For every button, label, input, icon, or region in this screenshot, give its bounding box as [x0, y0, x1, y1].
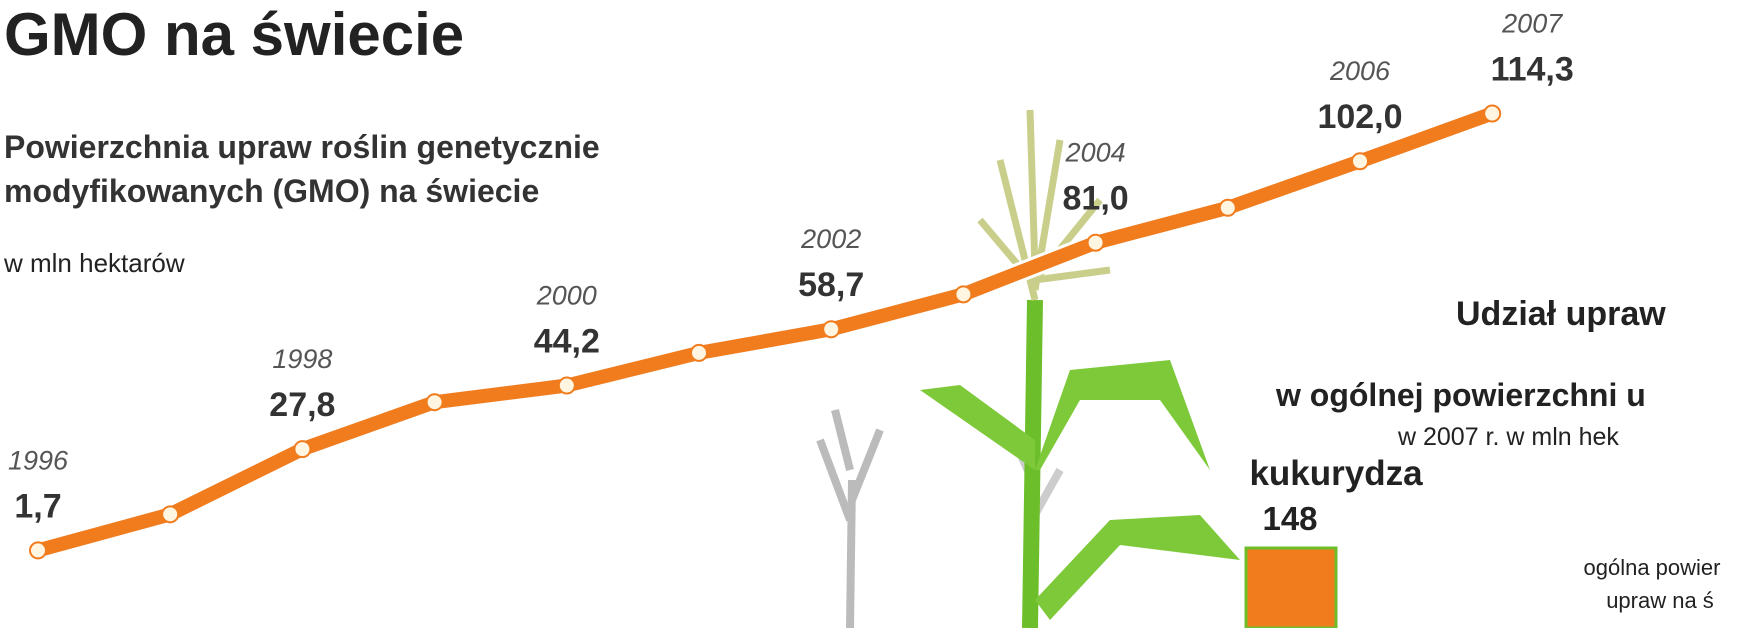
- data-point: [1483, 104, 1502, 123]
- x-label: 2000: [536, 281, 597, 311]
- inset-note: upraw na ś: [1606, 588, 1714, 613]
- unit: w mln hektarów: [3, 248, 185, 278]
- chart-title: GMO na świecie: [4, 1, 464, 68]
- data-point: [293, 440, 312, 459]
- data-point: [1351, 152, 1369, 171]
- subtitle-box: Powierzchnia upraw roślin genetycznie mo…: [4, 129, 600, 209]
- data-point: [29, 541, 47, 560]
- data-point: [161, 505, 180, 524]
- inset-note: ogólna powier: [1584, 555, 1721, 580]
- total-bar: [1244, 546, 1338, 628]
- x-label: 2004: [1065, 138, 1126, 168]
- value-label: 44,2: [534, 323, 600, 361]
- value-label: 27,8: [269, 386, 335, 424]
- data-point: [690, 343, 708, 362]
- value-label: 58,7: [798, 266, 864, 304]
- value-label: 1,7: [14, 487, 61, 525]
- data-point: [954, 285, 973, 304]
- data-point: [822, 320, 841, 339]
- inset-unit: w 2007 r. w mln hek: [1397, 423, 1619, 451]
- data-point: [557, 376, 576, 395]
- data-line: [31, 106, 1500, 558]
- subtitle: Powierzchnia upraw roślin genetycznie mo…: [4, 129, 600, 209]
- value-label: 102,0: [1317, 98, 1402, 136]
- plant-decoration: [816, 109, 1240, 628]
- value-label: 81,0: [1063, 180, 1129, 218]
- inset-title: w ogólnej powierzchni u: [1275, 377, 1646, 413]
- x-label: 2002: [800, 224, 861, 254]
- data-point: [425, 393, 444, 412]
- data-point: [1086, 233, 1105, 252]
- x-label: 2006: [1329, 56, 1391, 86]
- x-label: 1996: [8, 445, 69, 475]
- inset-title: Udział upraw: [1456, 295, 1666, 333]
- data-point: [1218, 198, 1237, 217]
- total-label: 148: [1262, 500, 1317, 537]
- crop-label: kukurydza: [1249, 454, 1423, 493]
- x-label: 1998: [272, 344, 332, 374]
- value-label: 114,3: [1491, 51, 1574, 89]
- x-label: 2007: [1501, 9, 1563, 39]
